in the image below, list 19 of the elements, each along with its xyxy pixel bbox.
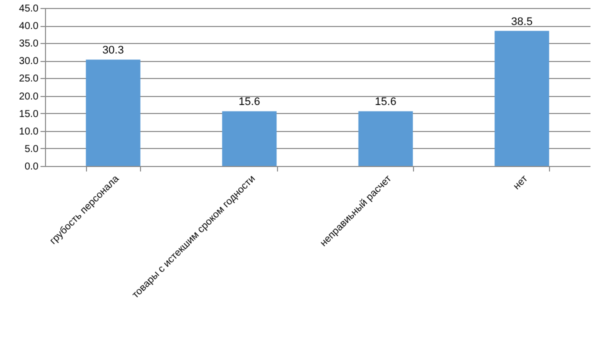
bar (86, 60, 140, 166)
y-tick-label: 30.0 (19, 56, 39, 68)
data-label: 15.6 (374, 96, 396, 108)
x-tick-label: нет (512, 173, 530, 192)
y-tick-label: 20.0 (19, 91, 39, 102)
data-label: 15.6 (238, 96, 260, 108)
bar (222, 111, 277, 166)
y-tick-label: 45.0 (19, 4, 39, 14)
data-label: 30.3 (102, 44, 124, 57)
y-tick-label: 0.0 (24, 162, 39, 172)
data-label: 38.5 (511, 16, 533, 28)
y-tick-label: 10.0 (19, 126, 39, 138)
bar (494, 30, 550, 166)
bar (358, 111, 413, 166)
y-tick-label: 15.0 (19, 108, 39, 120)
y-tick-label: 25.0 (19, 74, 39, 85)
y-tick-label: 5.0 (24, 144, 39, 155)
y-tick-label: 40.0 (19, 21, 39, 32)
y-tick-label: 35.0 (19, 38, 39, 50)
